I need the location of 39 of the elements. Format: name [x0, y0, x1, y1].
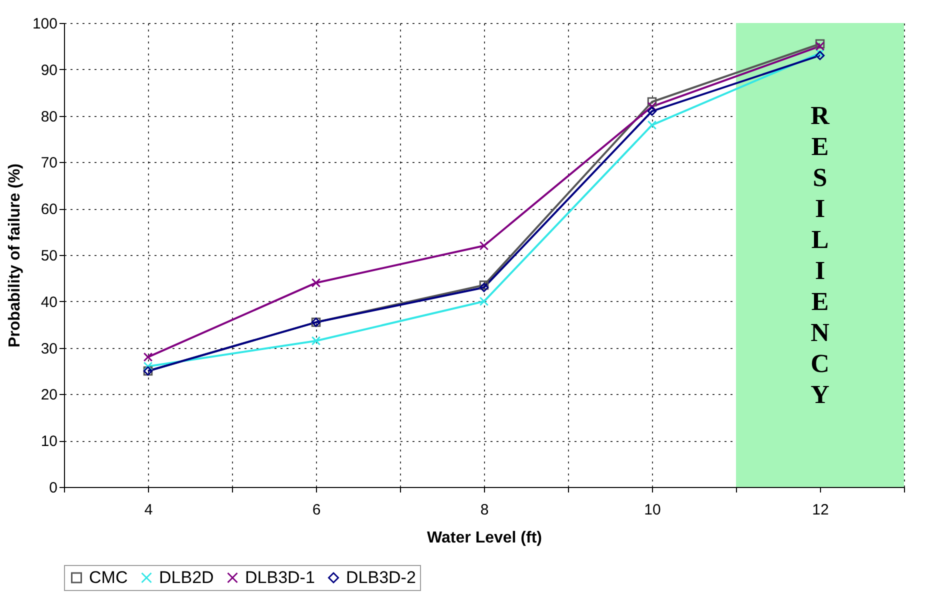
text: RESILIENCY [810, 101, 830, 409]
legend-label: CMC [89, 568, 128, 587]
y-tick-label: 50 [40, 248, 58, 264]
point [479, 296, 489, 306]
x-tick-label: 6 [312, 502, 321, 518]
y-tick-label: 70 [40, 154, 58, 172]
x-axis-title: Water Level (ft) [427, 530, 542, 546]
point [647, 102, 657, 112]
point [647, 97, 657, 107]
x-tick-label: 12 [812, 502, 829, 518]
y-tick-label: 20 [40, 386, 58, 404]
point [815, 50, 825, 60]
point [647, 106, 657, 116]
point [143, 362, 153, 371]
x-tick-label: 10 [644, 502, 661, 518]
point [815, 48, 825, 58]
legend-label: DLB3D-1 [245, 568, 315, 587]
y-tick-label: 90 [40, 62, 58, 79]
legend-label: DLB2D [159, 568, 214, 587]
legend-label: DLB3D-2 [346, 568, 416, 587]
point [815, 42, 825, 51]
point [479, 241, 489, 250]
point [143, 352, 153, 362]
y-tick-label: 100 [32, 16, 58, 32]
y-tick-label: 30 [40, 340, 58, 358]
point [479, 280, 489, 290]
point [647, 120, 657, 130]
point [311, 278, 321, 288]
y-tick-label: 10 [40, 433, 58, 450]
x-tick-label: 8 [480, 502, 489, 518]
y-tick-label: 80 [40, 108, 58, 126]
point [479, 282, 489, 292]
y-axis-title: Probability of failure (%) [6, 163, 24, 348]
point [815, 39, 825, 49]
y-tick-label: 0 [49, 480, 58, 496]
y-tick-label: 40 [40, 294, 58, 311]
point [311, 336, 321, 346]
y-tick-label: 60 [40, 201, 58, 218]
x-tick-label: 4 [144, 502, 153, 518]
